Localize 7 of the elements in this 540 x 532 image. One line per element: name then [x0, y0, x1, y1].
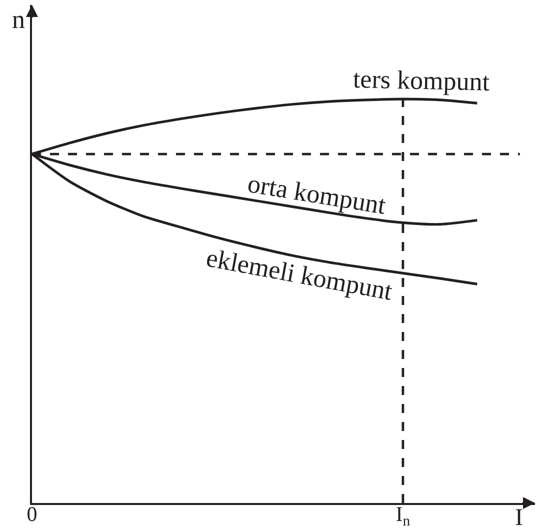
x-tick-label: 0	[26, 502, 38, 526]
text: orta kompunt	[246, 168, 389, 220]
text: eklemeli kompunt	[204, 243, 396, 306]
x-axis-title: I	[515, 505, 523, 531]
y-axis-title: n	[12, 5, 25, 34]
x-tick-label: I$_{n}$	[396, 502, 411, 530]
series-label: ters kompunt	[352, 64, 491, 96]
